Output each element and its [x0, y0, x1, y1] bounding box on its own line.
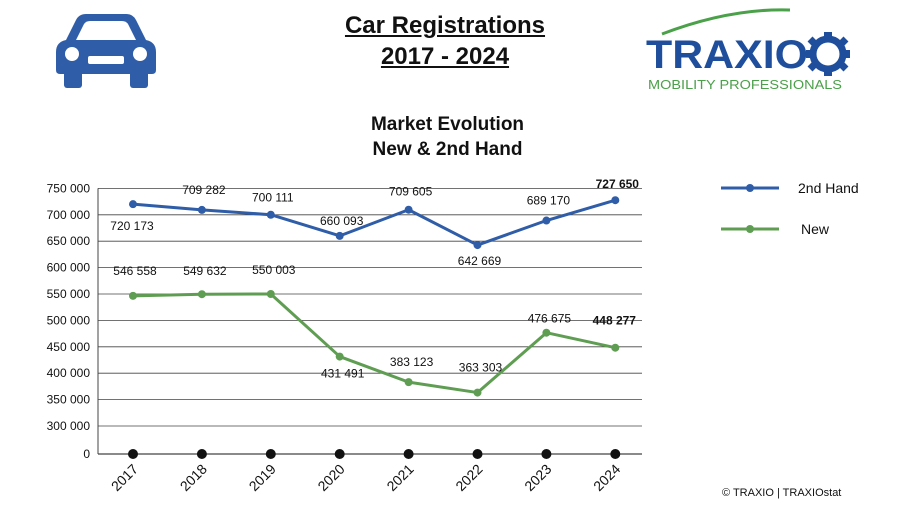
x-tick-label: 2024 — [590, 461, 623, 494]
y-tick-label: 450 000 — [47, 340, 91, 354]
data-point-2nd-hand — [129, 200, 137, 209]
car-right-headlight — [133, 47, 147, 61]
x-axis-marker — [128, 449, 138, 459]
data-label-2nd-hand: 720 173 — [110, 219, 154, 233]
series-line-new — [132, 292, 616, 395]
data-point-2nd-hand — [335, 231, 344, 240]
x-tick-label: 2021 — [383, 461, 416, 494]
x-tick-label: 2019 — [246, 461, 279, 494]
data-label-new: 383 123 — [390, 355, 434, 369]
y-tick-label: 750 000 — [47, 181, 91, 195]
data-point-new — [542, 328, 551, 337]
data-label-2nd-hand: 660 093 — [320, 214, 364, 228]
data-label-new: 431 491 — [321, 367, 365, 381]
y-tick-label: 350 000 — [47, 393, 91, 407]
car-window — [76, 21, 136, 40]
chart-title-line2: New & 2nd Hand — [372, 139, 523, 160]
x-axis-marker — [196, 449, 207, 459]
data-label-2nd-hand: 709 282 — [182, 183, 226, 197]
data-point-new — [266, 289, 275, 298]
x-tick-label: 2018 — [177, 461, 210, 494]
data-point-new — [611, 343, 620, 352]
y-tick-label: 600 000 — [47, 261, 91, 275]
y-tick-label: 0 — [83, 447, 90, 461]
data-label-new: 448 277 — [593, 314, 637, 328]
data-point-2nd-hand — [266, 210, 275, 219]
x-axis-marker — [403, 449, 414, 459]
data-label-new: 363 303 — [459, 361, 503, 375]
data-label-new: 546 558 — [113, 264, 157, 278]
x-tick-label: 2023 — [521, 461, 554, 494]
data-label-2nd-hand: 689 170 — [527, 194, 571, 208]
x-tick-label: 2022 — [452, 461, 485, 494]
data-label-new: 476 675 — [528, 312, 572, 326]
x-axis-marker — [265, 449, 276, 459]
data-point-2nd-hand — [542, 216, 551, 225]
traxio-logo: TRAXIO MOBILITY PROFESSIONALS — [646, 8, 850, 92]
x-tick-label: 2020 — [314, 461, 347, 494]
y-tick-label: 500 000 — [47, 313, 91, 327]
logo-gear-icon — [806, 32, 850, 76]
series-line-2nd-hand — [132, 198, 616, 247]
y-tick-label: 650 000 — [47, 234, 91, 248]
data-point-new — [404, 378, 413, 387]
data-label-2nd-hand: 709 605 — [389, 185, 433, 199]
car-body — [56, 14, 156, 74]
car-left-wheel — [64, 70, 82, 88]
car-right-wheel — [130, 70, 148, 88]
y-tick-label: 400 000 — [47, 366, 91, 380]
page-title-line2: 2017 - 2024 — [380, 43, 510, 70]
data-point-2nd-hand — [473, 241, 482, 250]
legend-marker-new — [746, 225, 754, 233]
logo-wordmark: TRAXIO — [646, 33, 808, 77]
y-tick-label: 550 000 — [47, 287, 91, 301]
logo-tagline: MOBILITY PROFESSIONALS — [648, 78, 842, 92]
copyright-credit: © TRAXIO | TRAXIOstat — [722, 487, 842, 499]
x-axis-marker — [541, 449, 552, 459]
legend-label-2nd-hand: 2nd Hand — [798, 180, 859, 196]
x-axis-marker — [334, 449, 345, 459]
page-title-line1: Car Registrations — [344, 12, 546, 39]
car-grille — [88, 56, 124, 64]
page-title: Car Registrations 2017 - 2024 — [300, 10, 590, 72]
chart-title-line1: Market Evolution — [370, 114, 525, 135]
data-point-2nd-hand — [197, 205, 206, 214]
data-point-new — [129, 291, 137, 300]
data-label-2nd-hand: 727 650 — [596, 177, 640, 191]
x-axis-marker — [610, 449, 621, 459]
data-label-new: 549 632 — [183, 264, 227, 278]
chart-title: Market Evolution New & 2nd Hand — [300, 112, 595, 162]
legend-marker-2nd-hand — [746, 184, 754, 192]
data-label-2nd-hand: 700 111 — [252, 191, 294, 205]
data-label-2nd-hand: 642 669 — [458, 254, 502, 268]
x-tick-label: 2017 — [108, 461, 141, 494]
data-point-new — [473, 388, 482, 397]
data-point-2nd-hand — [404, 205, 413, 214]
y-tick-label: 300 000 — [47, 419, 91, 433]
car-icon — [56, 14, 156, 88]
data-point-new — [335, 352, 344, 361]
y-tick-label: 700 000 — [47, 208, 91, 222]
logo-swoosh — [661, 8, 791, 36]
data-label-new: 550 003 — [252, 263, 296, 277]
x-axis-marker — [472, 449, 483, 459]
car-left-headlight — [65, 47, 79, 61]
legend-label-new: New — [801, 221, 830, 237]
data-point-new — [197, 290, 206, 299]
data-point-2nd-hand — [611, 196, 620, 205]
